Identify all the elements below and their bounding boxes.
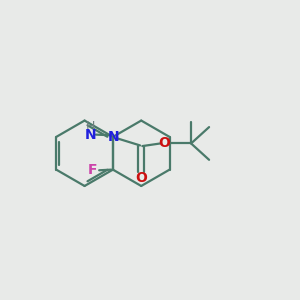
Text: H: H — [86, 120, 95, 133]
Text: O: O — [158, 136, 170, 151]
Text: N: N — [85, 128, 97, 142]
Text: N: N — [108, 130, 119, 144]
Text: F: F — [88, 163, 98, 177]
Text: O: O — [135, 171, 147, 185]
